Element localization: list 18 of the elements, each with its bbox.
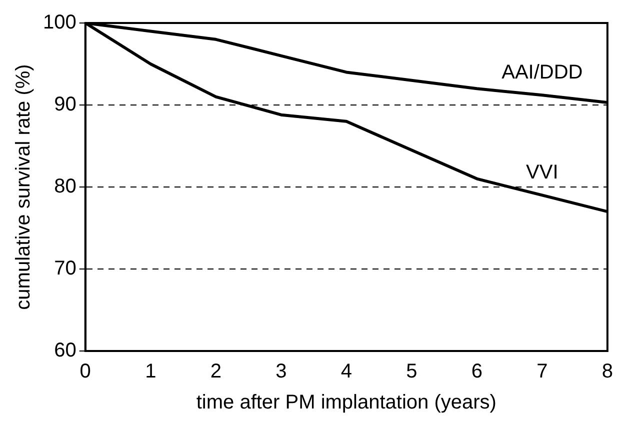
- x-tick-label: 5: [406, 360, 418, 383]
- x-tick-label: 4: [340, 360, 352, 383]
- y-tick-label: 60: [54, 340, 76, 362]
- x-tick-label: 1: [145, 360, 156, 383]
- x-tick-label: 6: [471, 360, 482, 383]
- x-tick-label: 3: [276, 360, 287, 383]
- series-label: VVI: [526, 162, 558, 184]
- x-tick-label: 8: [602, 360, 613, 383]
- y-tick-label: 90: [54, 94, 76, 116]
- y-axis-title: cumulative survival rate (%): [12, 64, 35, 310]
- x-tick-label: 2: [210, 360, 222, 383]
- x-tick-label: 0: [80, 360, 91, 383]
- y-tick-label: 80: [54, 176, 76, 198]
- series-label: AAI/DDD: [502, 62, 583, 84]
- x-tick-label: 7: [536, 360, 548, 383]
- y-tick-label: 70: [54, 258, 76, 280]
- x-axis-title: time after PM implantation (years): [196, 392, 496, 414]
- y-tick-label: 100: [42, 12, 76, 34]
